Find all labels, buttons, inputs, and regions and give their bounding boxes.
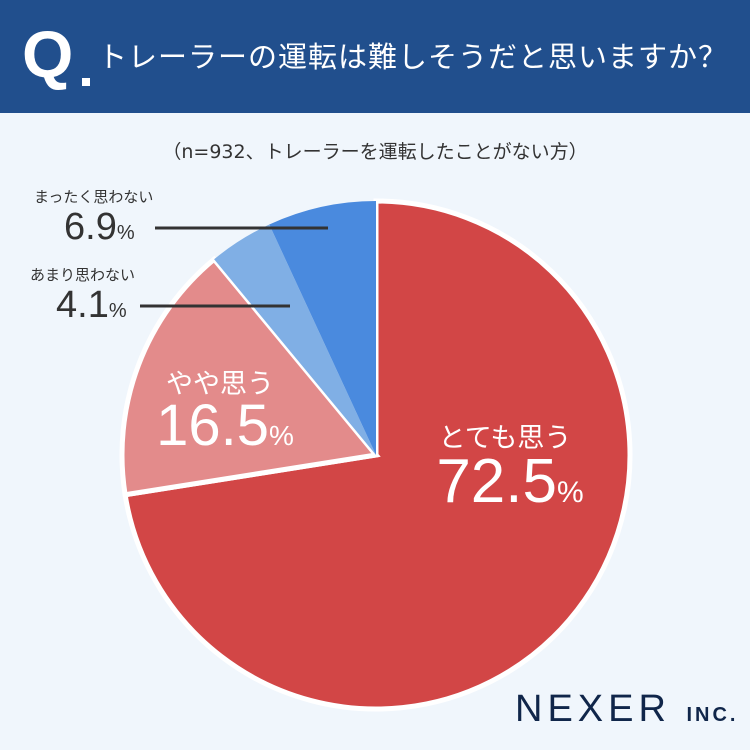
pie-slice-3 xyxy=(269,201,376,455)
question-title: トレーラーの運転は難しそうだと思いますか？ xyxy=(98,40,729,74)
label-cat-1: やや思う xyxy=(166,369,274,400)
value-1: 16.5% xyxy=(156,393,294,458)
label-cat-2: あまり思わない xyxy=(30,266,136,284)
value-0: 72.5% xyxy=(436,447,584,516)
sample-note: （n=932、トレーラーを運転したことがない方） xyxy=(162,141,588,163)
nexer-logo: NEXER INC. xyxy=(515,688,739,730)
value-3: 6.9% xyxy=(64,206,135,248)
pie-slice-1 xyxy=(119,255,381,498)
q-dot xyxy=(82,78,90,86)
q-mark: Q xyxy=(22,17,74,91)
header: Q トレーラーの運転は難しそうだと思いますか？ xyxy=(0,0,750,113)
value-2: 4.1% xyxy=(56,284,127,326)
pie-slice-2 xyxy=(214,224,376,455)
label-cat-0: とても思う xyxy=(438,423,572,454)
label-cat-3: まったく思わない xyxy=(34,188,154,206)
